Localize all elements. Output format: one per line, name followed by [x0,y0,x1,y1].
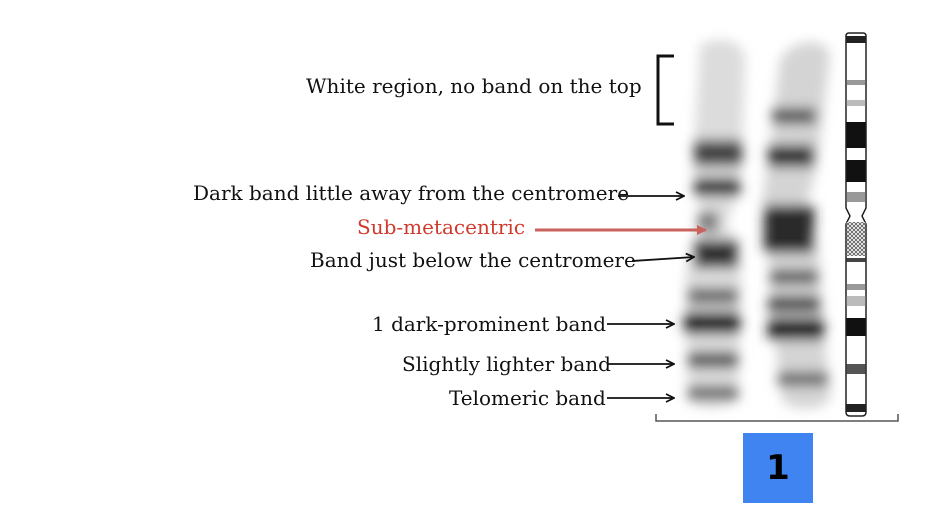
white-region-bracket [656,54,674,126]
chromosome-number: 1 [766,448,790,488]
label-lighter-band: Slightly lighter band [402,352,611,376]
chromosome-left-image [684,40,745,408]
chromosome-ideogram [845,32,867,417]
label-band-below-centromere: Band just below the centromere [310,248,636,272]
label-white-region: White region, no band on the top [306,74,642,98]
arrow-band-below [631,257,694,261]
label-dark-prominent-band: 1 dark-prominent band [372,312,607,336]
chromosome-right-image [762,42,830,409]
label-telomeric-band: Telomeric band [449,386,606,410]
chromosome-number-badge: 1 [743,433,813,503]
label-dark-band: Dark band little away from the centromer… [193,181,630,205]
baseline [655,414,899,422]
label-sub-metacentric: Sub-metacentric [357,215,526,239]
